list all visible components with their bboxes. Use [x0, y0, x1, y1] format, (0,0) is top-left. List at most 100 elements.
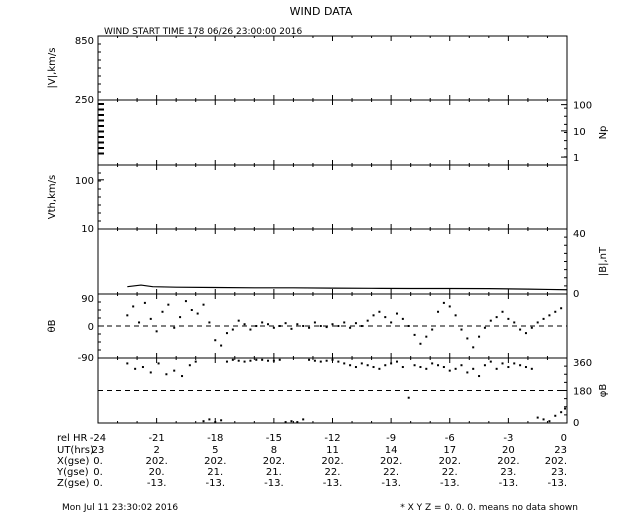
- table-cell: 202.: [204, 456, 226, 467]
- phi-point: [431, 362, 434, 365]
- phi-point: [325, 359, 328, 362]
- y-axis-label: Np: [598, 126, 609, 140]
- phi-point: [126, 362, 129, 365]
- theta-point: [190, 309, 193, 311]
- phi-point: [231, 358, 234, 361]
- phi-point: [378, 367, 381, 370]
- theta-point: [196, 312, 199, 315]
- phi-point: [331, 358, 334, 361]
- theta-point: [395, 312, 398, 315]
- table-cell: 0: [561, 433, 567, 444]
- theta-point: [184, 300, 187, 303]
- phi-point: [225, 360, 228, 363]
- theta-point: [519, 328, 522, 331]
- table-cell: -3: [503, 433, 513, 444]
- phi-point: [249, 359, 252, 362]
- phi-point: [536, 416, 539, 419]
- theta-point: [349, 326, 352, 329]
- phi-point: [134, 367, 137, 370]
- phi-point: [407, 396, 410, 399]
- phi-point: [290, 420, 293, 423]
- table-cell: 202.: [263, 456, 285, 467]
- table-cell: 0.: [93, 478, 103, 489]
- theta-point: [302, 325, 305, 327]
- theta-point: [483, 326, 486, 329]
- table-cell: 23: [92, 445, 105, 456]
- theta-point: [460, 328, 463, 331]
- panel-frame-speed: [97, 35, 568, 101]
- theta-point: [495, 316, 498, 319]
- plot-title: WIND DATA: [290, 5, 353, 18]
- panel-frame-density: [97, 99, 568, 166]
- table-cell: 202.: [145, 456, 167, 467]
- theta-point: [390, 321, 393, 324]
- theta-point: [501, 310, 504, 313]
- theta-point: [536, 321, 539, 324]
- phi-point: [401, 366, 404, 369]
- theta-point: [542, 317, 545, 320]
- phi-point: [472, 367, 475, 370]
- phi-point: [454, 367, 457, 370]
- table-cell: -13.: [547, 478, 567, 489]
- table-cell: -13.: [147, 478, 167, 489]
- table-cell: -13.: [323, 478, 343, 489]
- phi-point: [513, 362, 516, 365]
- theta-point: [442, 301, 445, 304]
- table-row-label: rel HR: [57, 433, 88, 444]
- phi-point: [208, 418, 211, 421]
- phi-point: [354, 366, 357, 369]
- footer-note: * X Y Z = 0. 0. 0. means no data shown: [400, 503, 578, 512]
- table-cell: -13.: [205, 478, 225, 489]
- phi-point: [478, 375, 481, 378]
- theta-point: [413, 333, 416, 336]
- table-cell: -13.: [381, 478, 401, 489]
- theta-point: [448, 305, 451, 308]
- phi-point: [319, 360, 322, 363]
- table-cell: 22.: [383, 467, 399, 478]
- y-tick-label: 90: [81, 294, 94, 305]
- phi-point: [554, 414, 557, 417]
- phi-point: [425, 367, 428, 370]
- table-cell: -24: [90, 433, 106, 444]
- theta-point: [431, 328, 434, 331]
- table-cell: -13.: [499, 478, 519, 489]
- phi-point: [261, 358, 264, 361]
- y-tick-label: 0: [573, 289, 579, 300]
- phi-point: [524, 366, 527, 369]
- theta-point: [272, 326, 275, 329]
- phi-point: [202, 420, 205, 423]
- phi-point: [141, 366, 144, 369]
- theta-point: [466, 337, 469, 340]
- y-axis-label: φB: [598, 384, 609, 398]
- info-table: rel HR -24 -21 -18 -15 -12 -9 -6 -3 0UT(hrs)23 2 5 8…: [56, 433, 567, 489]
- phi-point: [466, 371, 469, 374]
- y-axis-label: |V|,km/s: [47, 48, 58, 89]
- panel-frame-field-magnitude: [97, 228, 568, 295]
- phi-point: [343, 362, 346, 365]
- theta-point: [507, 317, 510, 320]
- phi-point: [519, 364, 522, 367]
- phi-point: [495, 367, 498, 370]
- theta-point: [202, 303, 205, 306]
- phi-point: [507, 366, 510, 369]
- table-cell: -13.: [440, 478, 460, 489]
- phi-point: [243, 360, 246, 363]
- theta-point: [173, 326, 176, 329]
- y-tick-label: 10: [573, 127, 586, 138]
- phi-point: [483, 364, 486, 367]
- table-cell: 14: [385, 445, 398, 456]
- phi-point: [460, 364, 463, 367]
- phi-point: [157, 362, 160, 365]
- table-cell: 202.: [497, 456, 519, 467]
- phi-point: [302, 418, 305, 421]
- theta-point: [513, 321, 516, 324]
- theta-point: [372, 314, 375, 317]
- table-cell: 2: [153, 445, 159, 456]
- theta-point: [290, 327, 293, 330]
- phi-point: [313, 359, 316, 362]
- theta-point: [126, 314, 129, 317]
- table-cell: 0.: [93, 456, 103, 467]
- theta-point: [378, 310, 381, 313]
- phi-point: [395, 360, 398, 363]
- phi-point: [384, 364, 387, 367]
